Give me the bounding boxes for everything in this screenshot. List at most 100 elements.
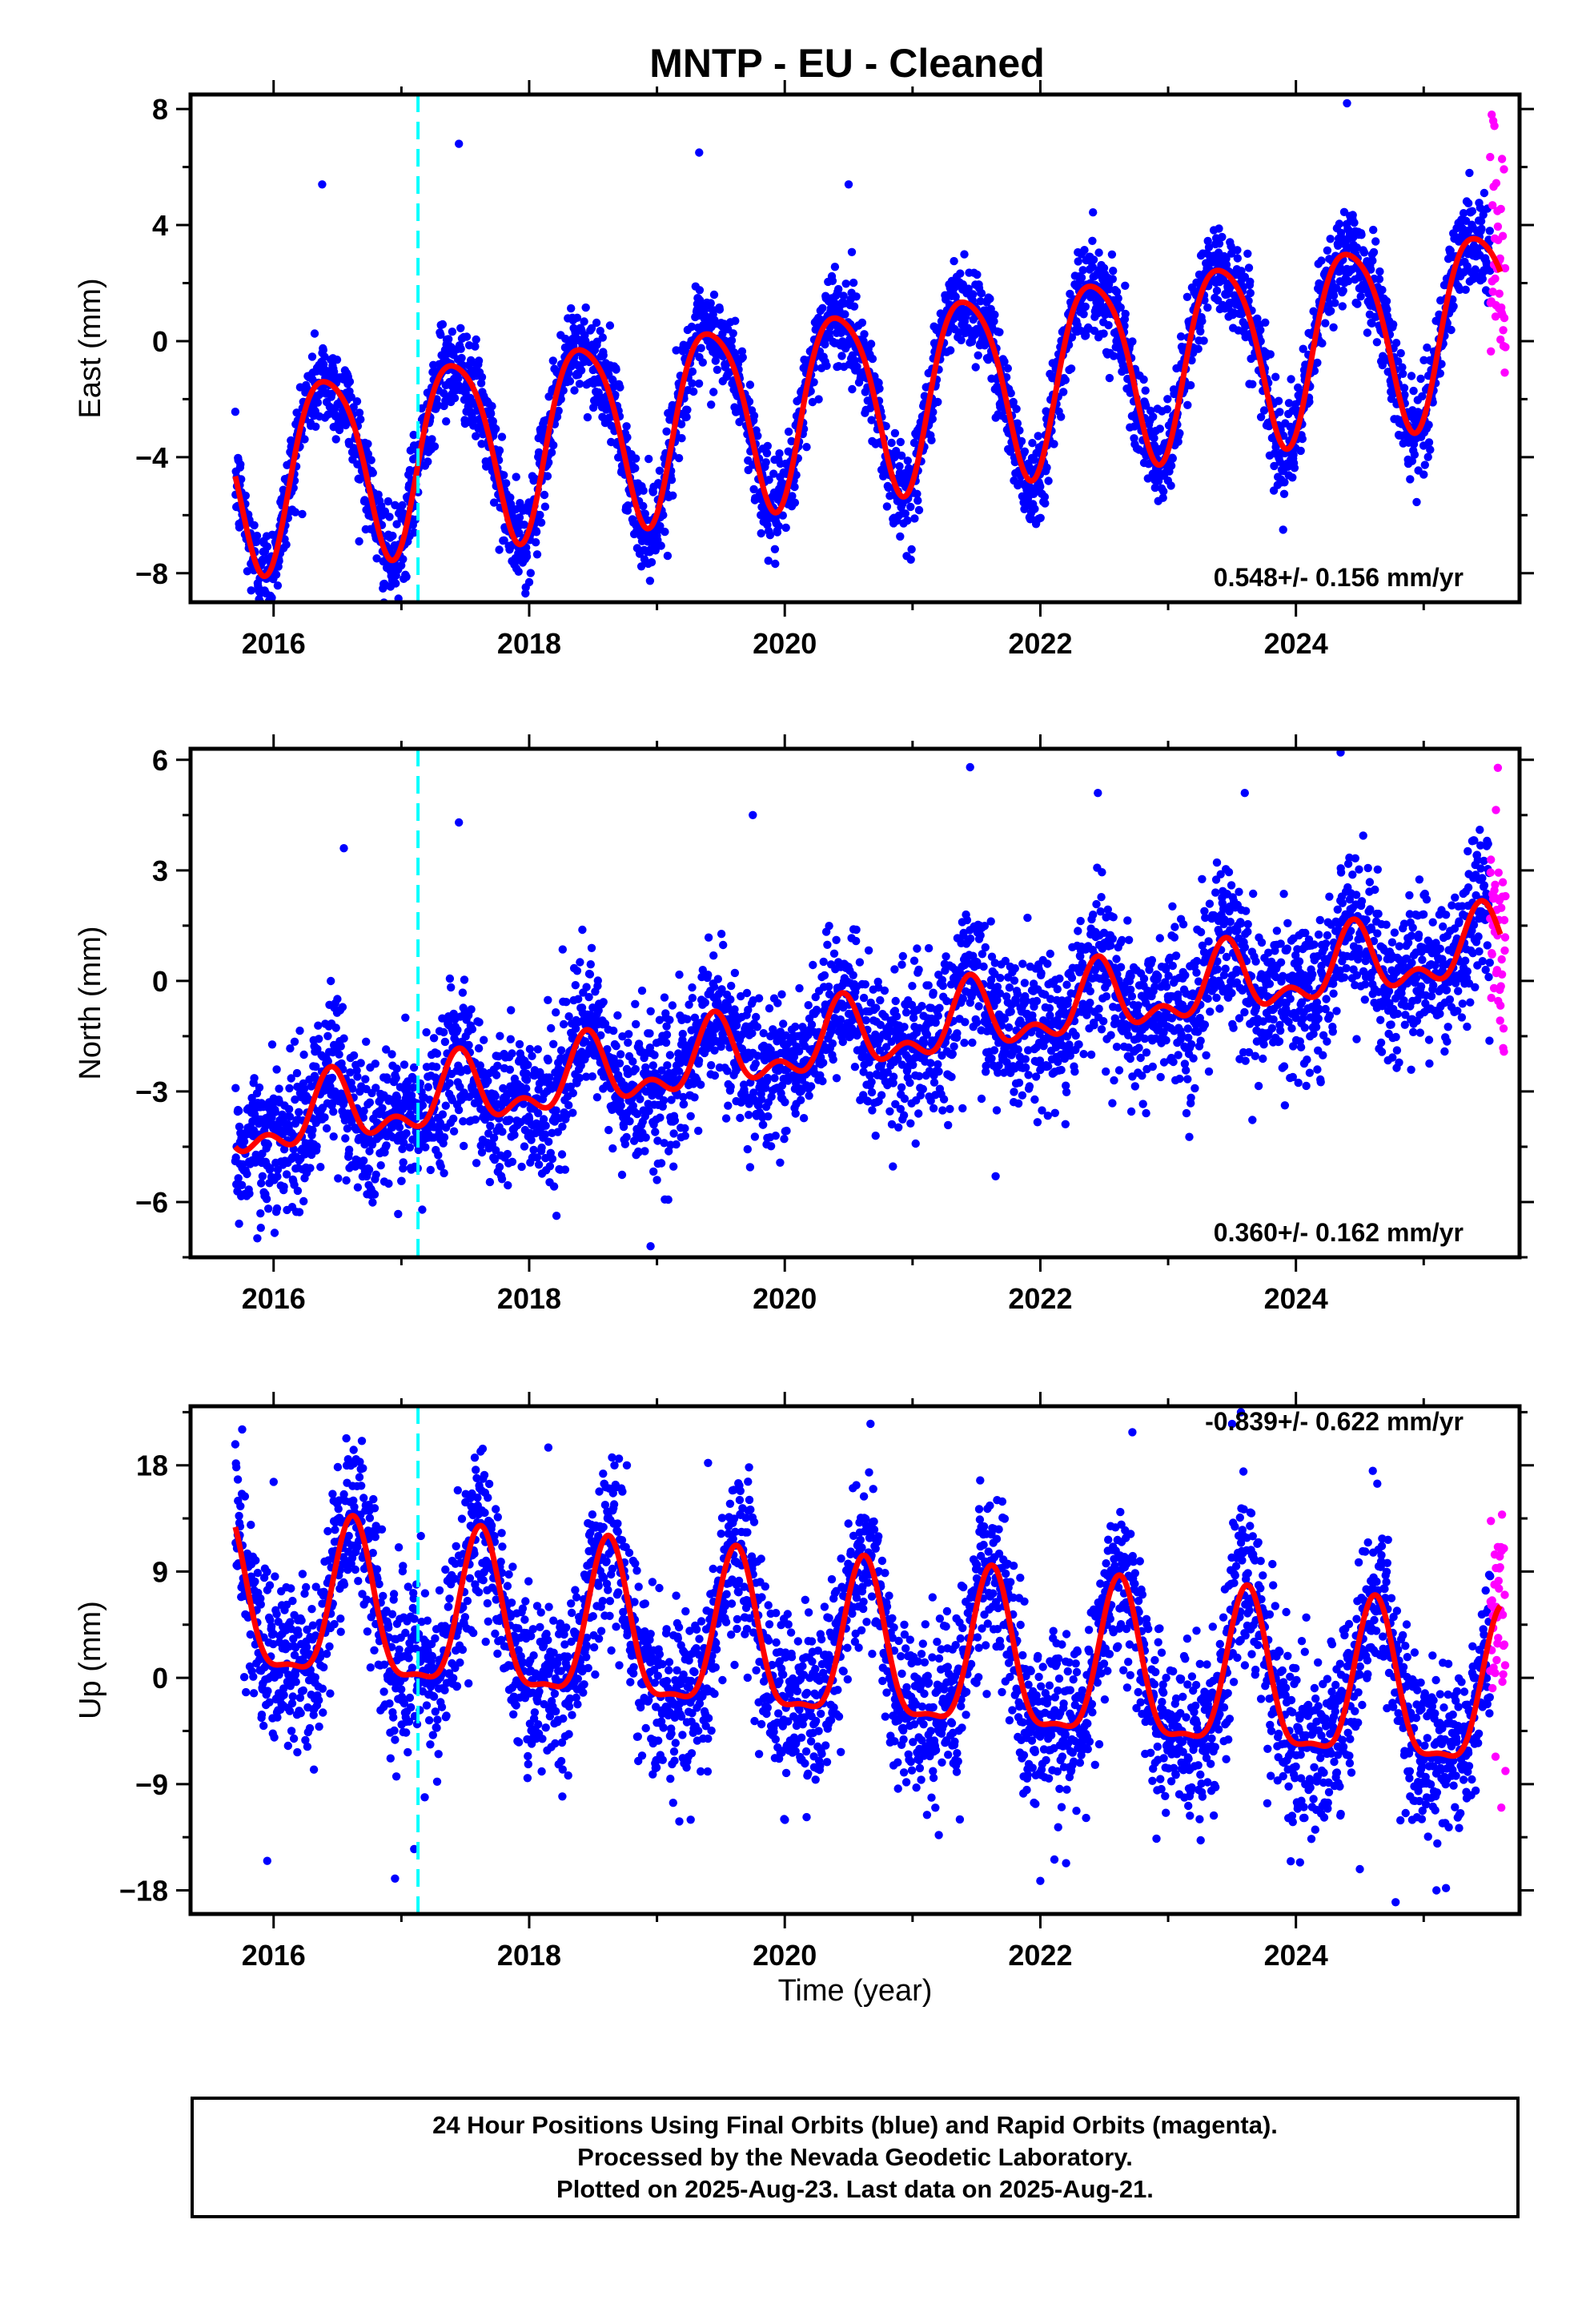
data-point	[457, 353, 466, 363]
data-point	[632, 1019, 640, 1029]
data-point	[1493, 222, 1503, 231]
data-point	[612, 1042, 620, 1051]
data-point	[409, 1063, 419, 1072]
data-point	[383, 1075, 392, 1084]
data-point	[1387, 394, 1396, 404]
data-point	[271, 1108, 280, 1116]
data-point	[472, 432, 480, 440]
data-point	[318, 180, 327, 189]
data-point	[359, 1107, 368, 1116]
data-point	[480, 1035, 488, 1044]
data-point	[1407, 456, 1417, 465]
data-point	[1321, 319, 1330, 328]
data-point	[253, 1234, 262, 1243]
data-point	[1471, 265, 1480, 274]
data-point	[1203, 303, 1212, 312]
data-point	[445, 974, 455, 983]
data-point	[651, 1128, 660, 1136]
data-point	[1082, 331, 1090, 340]
data-point	[558, 1122, 567, 1132]
data-point	[892, 447, 901, 456]
data-point	[252, 537, 261, 546]
data-point	[472, 335, 480, 344]
data-point	[442, 417, 451, 426]
data-point	[395, 1123, 404, 1132]
data-point	[252, 531, 262, 541]
data-point	[1498, 231, 1508, 240]
data-point	[1339, 286, 1347, 296]
data-point	[361, 1075, 370, 1084]
data-point	[847, 247, 857, 256]
plot-frame	[188, 92, 1522, 605]
data-point	[682, 412, 691, 421]
data-point	[394, 1209, 403, 1219]
data-point	[1215, 239, 1224, 248]
data-point	[1497, 155, 1507, 163]
data-point	[609, 1026, 618, 1035]
data-point	[391, 1073, 400, 1083]
data-point	[383, 497, 392, 506]
data-point	[729, 329, 737, 338]
data-point	[976, 297, 985, 306]
data-point	[347, 392, 355, 401]
data-point	[367, 1140, 377, 1149]
data-point	[725, 368, 734, 377]
data-point	[286, 1044, 295, 1053]
series-points	[1486, 111, 1510, 377]
data-point	[587, 943, 596, 953]
data-point	[1323, 246, 1332, 255]
data-point	[495, 1163, 504, 1172]
data-point	[498, 1128, 507, 1136]
data-point	[255, 1083, 264, 1092]
data-point	[990, 317, 998, 326]
data-point	[1463, 262, 1472, 271]
data-point	[640, 1147, 649, 1156]
data-point	[1186, 380, 1195, 390]
data-point	[327, 976, 335, 986]
data-point	[332, 356, 342, 364]
data-point	[367, 456, 375, 464]
data-point	[472, 1159, 481, 1168]
data-point	[1168, 454, 1178, 463]
data-point	[454, 1105, 464, 1115]
data-point	[656, 521, 665, 531]
data-point	[507, 500, 516, 509]
data-point	[695, 148, 704, 157]
data-point	[1034, 432, 1042, 440]
data-point	[231, 1153, 240, 1162]
data-point	[488, 416, 497, 426]
data-point	[1477, 224, 1486, 233]
data-point	[409, 430, 418, 440]
data-point	[612, 365, 620, 374]
data-point	[397, 561, 406, 570]
data-point	[688, 367, 697, 376]
data-point	[875, 384, 884, 393]
data-point	[646, 1007, 655, 1016]
data-point	[907, 545, 916, 554]
data-point	[1176, 332, 1186, 341]
data-point	[903, 516, 912, 525]
data-point	[1329, 323, 1338, 332]
data-point	[322, 1124, 331, 1133]
data-point	[241, 491, 250, 501]
data-point	[505, 1065, 515, 1074]
data-point	[299, 1196, 308, 1206]
data-point	[775, 449, 784, 458]
data-point	[636, 1095, 644, 1104]
data-point	[327, 389, 336, 398]
data-point	[1490, 122, 1499, 131]
data-point	[312, 1142, 321, 1151]
data-point	[1491, 312, 1500, 321]
data-point	[616, 1101, 625, 1110]
data-point	[547, 448, 556, 457]
y-tick-label: 0	[152, 325, 168, 358]
data-point	[549, 1039, 558, 1049]
data-point	[391, 579, 400, 588]
data-point	[515, 1039, 524, 1049]
data-point	[1423, 452, 1432, 461]
data-point	[648, 1061, 657, 1070]
data-point	[950, 256, 958, 266]
data-point	[510, 1130, 519, 1140]
data-point	[536, 510, 544, 520]
data-point	[235, 1107, 243, 1116]
